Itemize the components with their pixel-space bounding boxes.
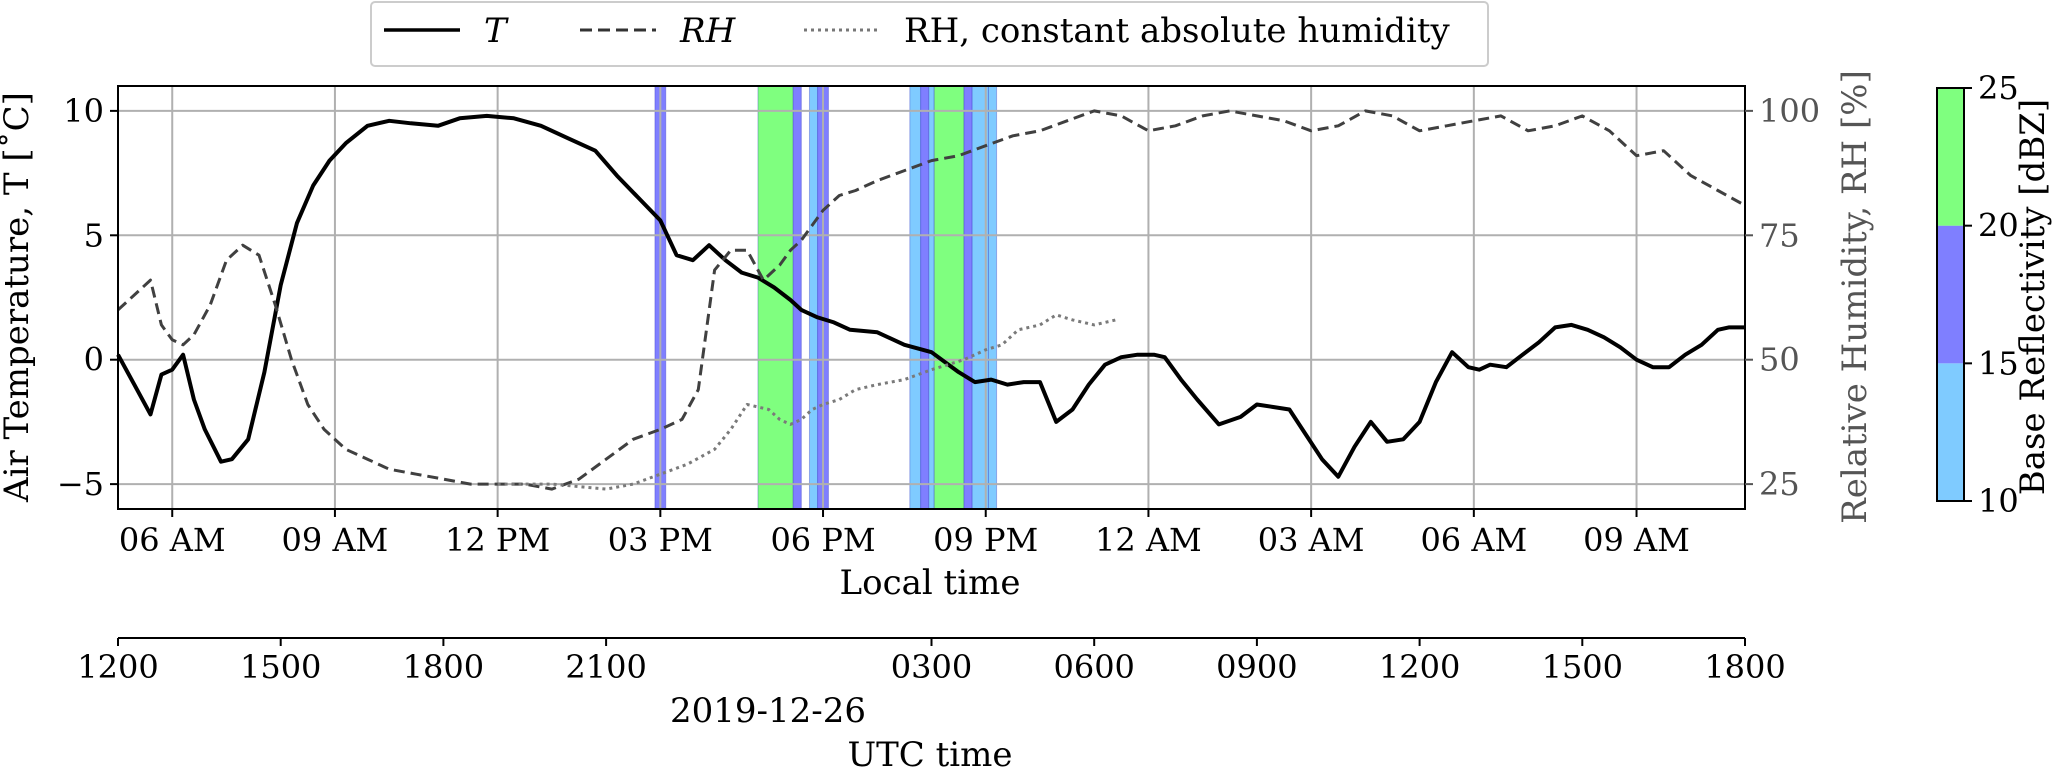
- series-line-rh: [116, 109, 1746, 491]
- y-axis-label-right: Relative Humidity, RH [%]: [1835, 70, 1875, 524]
- x-tick-label-local: 03 PM: [608, 521, 713, 559]
- reflectivity-band: [963, 85, 973, 510]
- series-line-t: [116, 113, 1745, 479]
- plot-frame: [117, 85, 1746, 510]
- y-tick-label-right: 25: [1759, 465, 1800, 503]
- utc-tick-label: 1800: [1704, 648, 1785, 686]
- colorbar-bin: [1937, 363, 1964, 501]
- colorbar-tick-label: 10: [1978, 482, 2019, 520]
- x-tick-label-local: 06 AM: [1420, 521, 1527, 559]
- reflectivity-band: [792, 85, 802, 510]
- x-axis-label-local: Local time: [840, 563, 1021, 603]
- x-tick-label-local: 09 AM: [282, 521, 389, 559]
- y-tick-label-right: 50: [1759, 341, 1800, 379]
- utc-axis: 1200 1500 1800 2100 0300 0600 0900 1200 1500 1800: [77, 637, 1786, 686]
- x-axis-label-utc: UTC time: [847, 735, 1012, 767]
- colorbar: 10 15 20 25: [1936, 69, 2019, 520]
- y-axis-label-left: Air Temperature, T [˚C]: [0, 92, 37, 503]
- y-tick-label-left: 0: [84, 341, 104, 379]
- y-ticks-left: −5 0 5 10: [57, 92, 118, 503]
- reflectivity-band: [987, 85, 998, 510]
- y-tick-label-right: 75: [1759, 216, 1800, 254]
- legend-label-rh-const: RH, constant absolute humidity: [904, 11, 1451, 51]
- x-ticks-local: 06 AM 09 AM 12 PM 03 PM 06 PM 09 PM 12 AM 03 AM…: [119, 509, 1690, 559]
- reflectivity-band: [808, 85, 819, 510]
- utc-tick-label: 0900: [1216, 648, 1297, 686]
- colorbar-tick-label: 20: [1978, 207, 2019, 245]
- y-tick-label-left: 10: [63, 92, 104, 130]
- x-tick-label-local: 12 AM: [1095, 521, 1202, 559]
- utc-tick-label: 1800: [403, 648, 484, 686]
- utc-date-label: 2019-12-26: [670, 691, 866, 731]
- legend: T RH RH, constant absolute humidity: [370, 1, 1489, 67]
- colorbar-label: Base Reflectivity [dBZ]: [2013, 99, 2053, 495]
- y-tick-label-left: 5: [84, 216, 104, 254]
- utc-tick-label: 0600: [1053, 648, 1134, 686]
- reflectivity-band: [933, 85, 965, 510]
- x-tick-label-local: 06 AM: [119, 521, 226, 559]
- colorbar-bin: [1937, 88, 1964, 226]
- utc-tick-label: 1500: [240, 648, 321, 686]
- colorbar-frame: [1936, 87, 1965, 502]
- x-tick-label-local: 06 PM: [770, 521, 875, 559]
- legend-label-t: T: [484, 11, 509, 51]
- y-tick-label-left: −5: [57, 465, 104, 503]
- legend-label-rh: RH: [679, 11, 737, 51]
- colorbar-tick-label: 25: [1978, 69, 2019, 107]
- reflectivity-band: [928, 85, 935, 510]
- series-line-rh-constant: [497, 313, 1117, 491]
- plot-area: 06 AM 09 AM 12 PM 03 PM 06 PM 09 PM 12 AM 03 AM…: [57, 85, 1820, 559]
- utc-tick-label: 2100: [565, 648, 646, 686]
- y-tick-label-right: 100: [1759, 92, 1820, 130]
- utc-tick-label: 1200: [1379, 648, 1460, 686]
- utc-tick-label: 0300: [891, 648, 972, 686]
- utc-tick-label: 1500: [1542, 648, 1623, 686]
- colorbar-tick-label: 15: [1978, 344, 2019, 382]
- reflectivity-band: [909, 85, 922, 510]
- legend-frame: [370, 1, 1489, 67]
- x-tick-label-local: 09 AM: [1583, 521, 1690, 559]
- series-layer: [116, 109, 1746, 491]
- y-ticks-right: 25 50 75 100: [1745, 92, 1820, 503]
- x-tick-label-local: 09 PM: [933, 521, 1038, 559]
- x-tick-label-local: 12 PM: [445, 521, 550, 559]
- x-tick-label-local: 03 AM: [1258, 521, 1365, 559]
- colorbar-bin: [1937, 225, 1964, 364]
- utc-tick-label: 1200: [77, 648, 158, 686]
- reflectivity-band: [920, 85, 930, 510]
- grid-lines: [118, 86, 1745, 509]
